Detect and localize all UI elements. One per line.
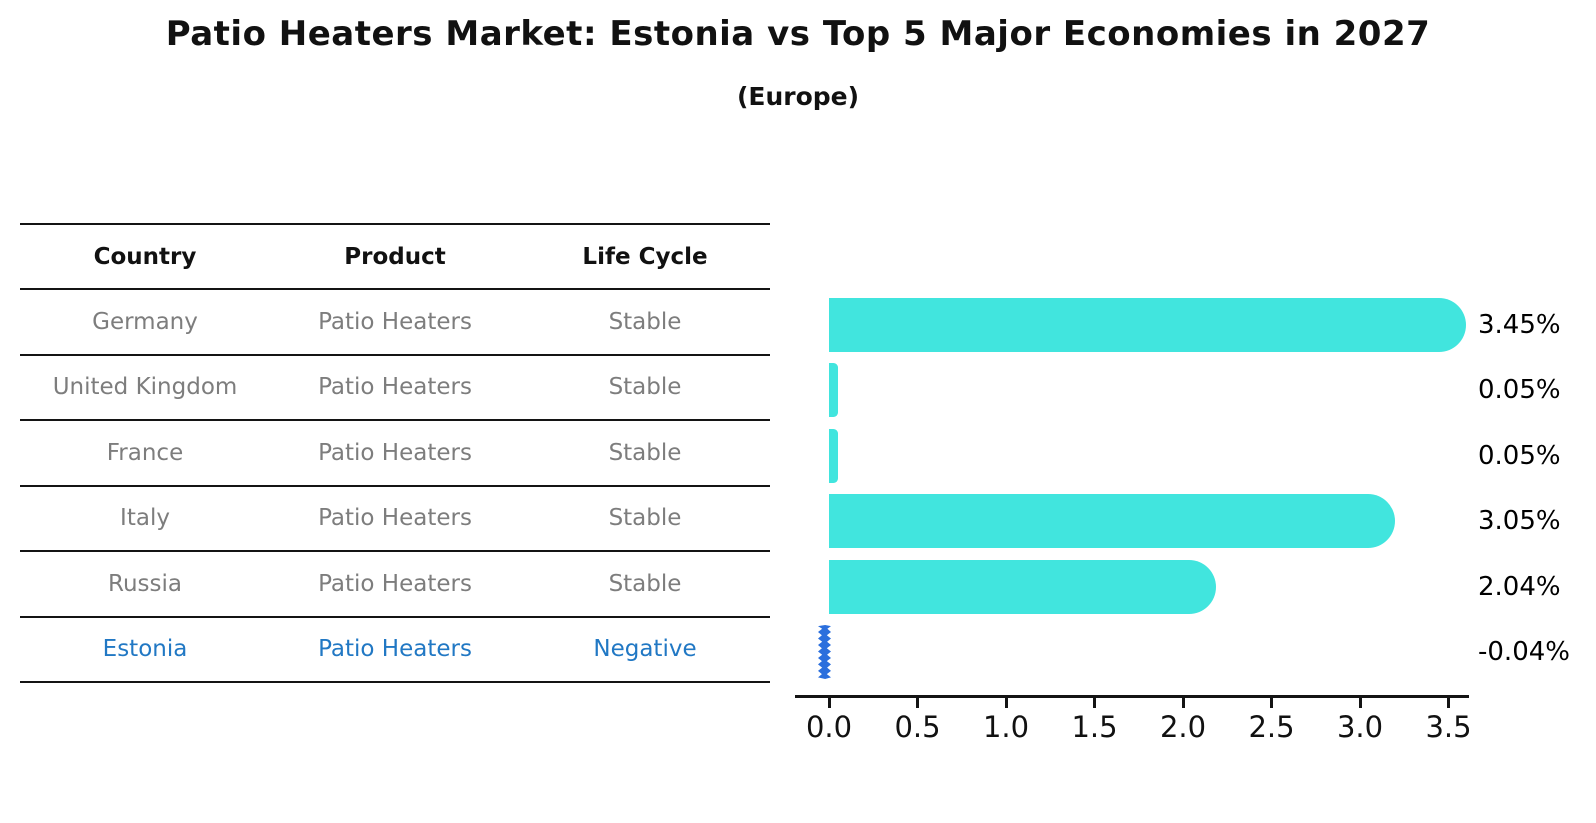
bar-russia <box>829 559 1217 614</box>
cell-lifecycle: Stable <box>608 439 682 466</box>
x-axis-tick-label: 0.5 <box>894 710 941 744</box>
x-axis-tick-label: 3.0 <box>1336 710 1384 744</box>
x-axis-tick-label: 0.0 <box>805 710 853 744</box>
cell-product: Patio Heaters <box>318 570 472 597</box>
bar-value-united-kingdom: 0.05% <box>1478 375 1561 405</box>
column-header-lifecycle: Life Cycle <box>582 243 708 270</box>
bar-row-italy: 3.05% <box>0 494 1596 548</box>
x-axis-tick <box>1181 698 1185 708</box>
bar-value-germany: 3.45% <box>1478 309 1561 340</box>
country-table: Country Product Life Cycle Germany Patio… <box>20 223 770 683</box>
table-header-row: Country Product Life Cycle <box>20 225 770 290</box>
cell-country: Germany <box>92 308 198 335</box>
cell-country: United Kingdom <box>52 374 238 401</box>
bar-value-russia: 2.04% <box>1478 571 1561 602</box>
column-header-country: Country <box>93 243 197 270</box>
cell-lifecycle: Stable <box>608 308 682 335</box>
cell-product: Patio Heaters <box>318 439 472 466</box>
cell-country: Italy <box>120 505 170 532</box>
cell-country: France <box>106 439 184 466</box>
x-axis-tick <box>916 698 919 708</box>
cell-product: Patio Heaters <box>318 374 472 401</box>
x-axis-tick-label: 3.5 <box>1425 710 1472 744</box>
bar-italy <box>829 494 1395 548</box>
x-axis-tick <box>1270 698 1273 708</box>
cell-lifecycle: Stable <box>608 570 682 597</box>
table-row-france: France Patio Heaters Stable <box>20 421 770 487</box>
cell-lifecycle: Negative <box>593 636 697 663</box>
x-axis-tick-label: 1.5 <box>1071 710 1118 744</box>
x-axis-tick-label: 1.0 <box>982 710 1030 744</box>
cell-lifecycle: Stable <box>608 505 682 532</box>
bar-value-france: 0.05% <box>1478 440 1561 471</box>
chart-title: Patio Heaters Market: Estonia vs Top 5 M… <box>165 14 1431 54</box>
table-row-russia: Russia Patio Heaters Stable <box>20 552 770 618</box>
x-axis-tick-label: 2.0 <box>1159 710 1207 744</box>
x-axis-tick <box>1358 698 1362 708</box>
bar-estonia <box>818 625 831 679</box>
bar-value-estonia: -0.04% <box>1478 637 1570 667</box>
column-header-product: Product <box>344 243 446 270</box>
x-axis-line <box>795 695 1469 698</box>
bar-france <box>829 428 838 483</box>
chart-subtitle: (Europe) <box>736 82 860 111</box>
bar-row-united-kingdom: 0.05% <box>0 363 1596 417</box>
table-row-italy: Italy Patio Heaters Stable <box>20 487 770 552</box>
bar-row-germany: 3.45% <box>0 297 1596 352</box>
bar-row-france: 0.05% <box>0 428 1596 483</box>
cell-product: Patio Heaters <box>318 505 472 532</box>
table-row-estonia: Estonia Patio Heaters Negative <box>20 618 770 683</box>
x-axis-tick <box>1004 698 1008 708</box>
cell-lifecycle: Stable <box>608 374 682 401</box>
bar-united-kingdom <box>829 363 838 417</box>
x-axis-tick <box>1447 698 1450 708</box>
x-axis-tick <box>827 698 831 708</box>
bar-germany <box>829 297 1466 352</box>
bar-row-russia: 2.04% <box>0 559 1596 614</box>
x-axis-tick-label: 2.5 <box>1248 710 1295 744</box>
cell-product: Patio Heaters <box>318 308 472 335</box>
bar-value-italy: 3.05% <box>1478 506 1561 536</box>
cell-country: Estonia <box>102 636 188 663</box>
table-row-germany: Germany Patio Heaters Stable <box>20 290 770 356</box>
x-axis-tick <box>1093 698 1096 708</box>
table-row-united-kingdom: United Kingdom Patio Heaters Stable <box>20 356 770 421</box>
bar-row-estonia: -0.04% <box>0 625 1596 679</box>
cell-country: Russia <box>108 570 182 597</box>
cell-product: Patio Heaters <box>318 636 472 663</box>
